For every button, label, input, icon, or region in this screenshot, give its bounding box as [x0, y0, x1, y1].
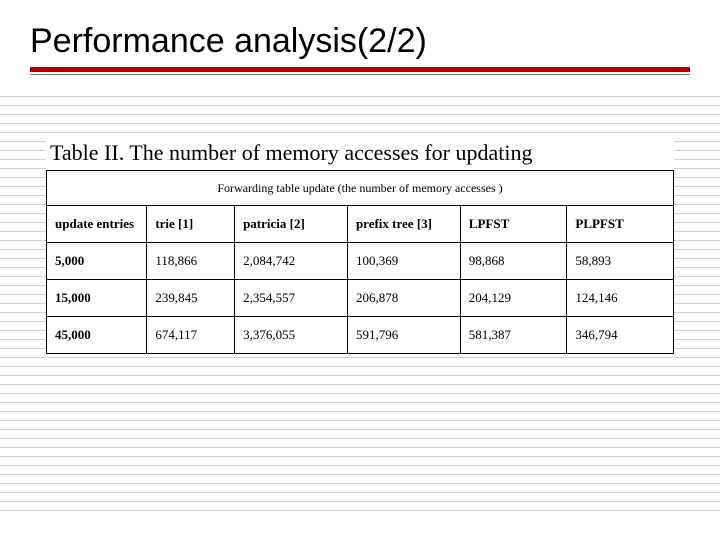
cell: 58,893 — [567, 243, 674, 280]
table-row: 5,000 118,866 2,084,742 100,369 98,868 5… — [47, 243, 674, 280]
col-header: LPFST — [460, 206, 567, 243]
slide: Performance analysis(2/2) Table II. The … — [0, 0, 720, 540]
table-header-row: update entries trie [1] patricia [2] pre… — [47, 206, 674, 243]
col-header: patricia [2] — [235, 206, 348, 243]
content-area: Table II. The number of memory accesses … — [46, 140, 674, 354]
col-header: prefix tree [3] — [347, 206, 460, 243]
cell: 118,866 — [147, 243, 235, 280]
table-subheader-row: Forwarding table update (the number of m… — [47, 171, 674, 206]
cell: 674,117 — [147, 317, 235, 354]
table-caption: Table II. The number of memory accesses … — [50, 140, 674, 166]
cell: 581,387 — [460, 317, 567, 354]
title-rule-thin — [30, 74, 690, 75]
cell: 346,794 — [567, 317, 674, 354]
cell: 2,084,742 — [235, 243, 348, 280]
cell: 591,796 — [347, 317, 460, 354]
cell: 206,878 — [347, 280, 460, 317]
cell: 204,129 — [460, 280, 567, 317]
col-header: update entries — [47, 206, 147, 243]
cell: 3,376,055 — [235, 317, 348, 354]
table-row: 45,000 674,117 3,376,055 591,796 581,387… — [47, 317, 674, 354]
cell: 100,369 — [347, 243, 460, 280]
cell: 124,146 — [567, 280, 674, 317]
table-subheader: Forwarding table update (the number of m… — [47, 171, 674, 206]
title-area: Performance analysis(2/2) — [30, 22, 690, 75]
cell: 239,845 — [147, 280, 235, 317]
page-title: Performance analysis(2/2) — [30, 22, 690, 61]
memory-access-table: Forwarding table update (the number of m… — [46, 170, 674, 354]
col-header: trie [1] — [147, 206, 235, 243]
table-row: 15,000 239,845 2,354,557 206,878 204,129… — [47, 280, 674, 317]
title-rule-thick — [30, 67, 690, 72]
cell: 98,868 — [460, 243, 567, 280]
cell: 2,354,557 — [235, 280, 348, 317]
row-label: 15,000 — [47, 280, 147, 317]
row-label: 45,000 — [47, 317, 147, 354]
row-label: 5,000 — [47, 243, 147, 280]
col-header: PLPFST — [567, 206, 674, 243]
